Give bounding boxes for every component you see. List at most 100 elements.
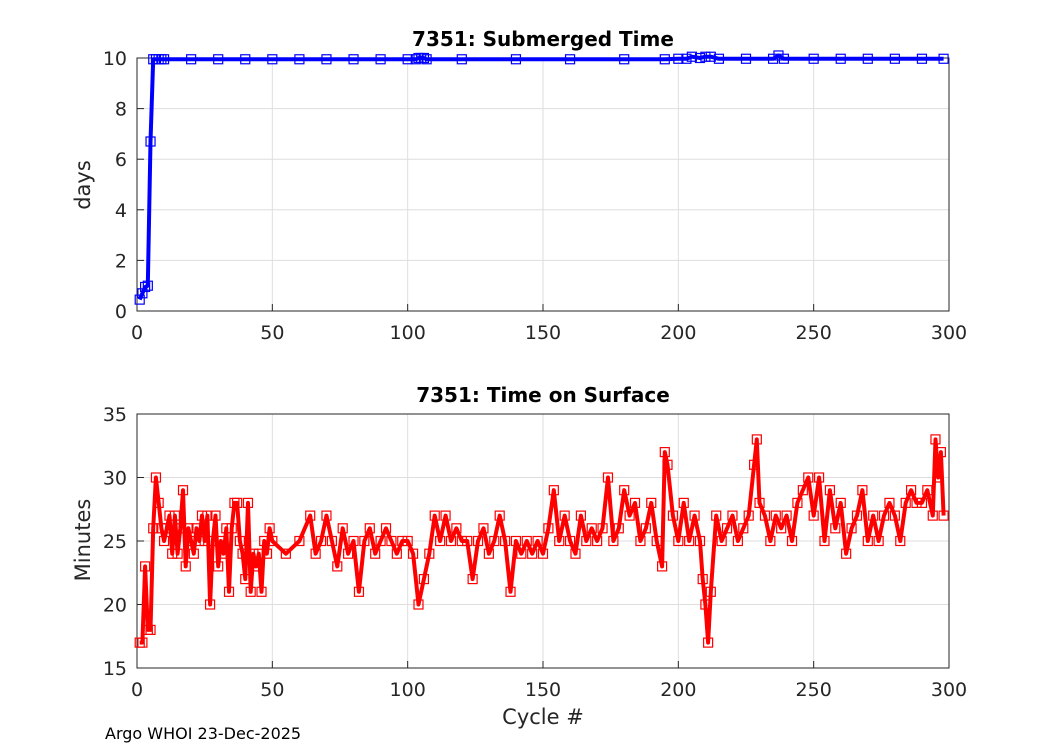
- data-point-marker: [164, 510, 175, 521]
- data-point-marker: [240, 573, 251, 585]
- data-point-marker: [280, 548, 291, 559]
- data-point-marker: [543, 523, 554, 534]
- data-point-marker: [237, 548, 248, 559]
- data-point-marker: [830, 523, 841, 534]
- data-point-marker: [646, 497, 657, 508]
- y-tick-label: 2: [115, 250, 127, 272]
- x-tick-label: 0: [131, 322, 143, 344]
- data-point-marker: [938, 510, 949, 521]
- data-point-marker: [137, 288, 148, 299]
- data-point-marker: [656, 561, 668, 572]
- data-point-marker: [256, 586, 267, 597]
- data-point-marker: [673, 535, 684, 547]
- x-tick-label: 100: [390, 679, 426, 701]
- data-point-marker: [819, 535, 830, 547]
- data-point-marker: [586, 523, 597, 534]
- data-point-marker: [619, 485, 630, 496]
- data-point-marker: [813, 472, 825, 483]
- data-point-marker: [619, 54, 630, 65]
- x-tick-label: 50: [260, 322, 284, 344]
- data-point-marker: [721, 523, 733, 534]
- data-point-marker: [754, 497, 765, 508]
- data-point-marker: [694, 52, 706, 64]
- data-point-marker: [332, 561, 343, 572]
- data-point-marker: [778, 53, 789, 64]
- data-point-marker: [889, 53, 900, 64]
- x-tick-label: 0: [131, 679, 143, 701]
- footer-credit: Argo WHOI 23-Dec-2025: [105, 724, 302, 743]
- time-on-surface-chart: 7351: Time on Surface Minutes Cycle # 0 5…: [71, 383, 967, 729]
- data-point-marker: [321, 510, 332, 521]
- y-tick-label: 25: [103, 531, 127, 553]
- data-point-marker: [410, 54, 421, 65]
- data-point-marker: [167, 548, 178, 559]
- data-point-marker: [835, 53, 846, 64]
- data-point-marker: [613, 523, 624, 534]
- data-point-marker: [516, 548, 527, 559]
- data-point-marker: [215, 535, 227, 547]
- data-point-marker: [435, 535, 446, 547]
- data-point-marker: [158, 535, 170, 547]
- data-point-marker: [294, 535, 305, 547]
- data-point-marker: [429, 510, 440, 521]
- data-point-marker: [169, 510, 180, 521]
- data-point-marker: [873, 535, 884, 547]
- data-point-marker: [554, 535, 565, 547]
- data-point-marker: [681, 53, 692, 64]
- data-point-marker: [380, 523, 392, 534]
- data-point-marker: [204, 599, 216, 610]
- data-point-marker: [472, 535, 484, 547]
- data-point-marker: [667, 510, 679, 521]
- data-point-marker: [759, 510, 771, 521]
- data-point-marker: [608, 535, 619, 547]
- data-point-marker: [424, 548, 435, 559]
- data-point-marker: [364, 523, 375, 534]
- data-point-marker: [711, 510, 722, 521]
- data-point-marker: [267, 54, 278, 65]
- data-point-marker: [575, 510, 586, 521]
- x-tick-label: 200: [660, 679, 696, 701]
- grid: [136, 413, 950, 669]
- y-tick-label: 30: [103, 468, 127, 490]
- data-point-marker: [315, 535, 327, 547]
- data-point-marker: [797, 485, 808, 496]
- data-point-marker: [922, 485, 933, 496]
- data-point-marker: [678, 497, 689, 508]
- data-point-marker: [878, 510, 890, 521]
- data-point-marker: [253, 548, 264, 559]
- data-point-marker: [527, 548, 538, 559]
- data-point-marker: [150, 472, 162, 483]
- axes-frame: [136, 413, 950, 669]
- data-point-marker: [261, 548, 273, 559]
- x-tick-label: 150: [525, 322, 561, 344]
- data-point-marker: [570, 548, 581, 559]
- data-point-marker: [713, 53, 725, 64]
- data-point-marker: [248, 548, 259, 559]
- data-point-marker: [916, 53, 928, 64]
- data-point-marker: [938, 53, 949, 64]
- data-point-marker: [134, 294, 145, 305]
- data-point-marker: [732, 535, 743, 547]
- data-point-marker: [375, 535, 386, 547]
- data-point-marker: [659, 447, 670, 458]
- data-point-marker: [202, 510, 213, 521]
- data-point-marker: [242, 497, 254, 508]
- data-point-marker: [418, 573, 430, 585]
- data-point-marker: [142, 280, 153, 291]
- data-point-marker: [738, 523, 749, 534]
- x-tick-label: 250: [796, 679, 832, 701]
- data-point-marker: [199, 535, 210, 547]
- data-point-marker: [218, 548, 229, 559]
- data-point-marker: [264, 523, 275, 534]
- data-point-marker: [602, 472, 614, 483]
- chart-title: 7351: Time on Surface: [416, 383, 670, 407]
- data-point-marker: [259, 535, 270, 547]
- data-point-marker: [213, 54, 224, 65]
- data-point-marker: [700, 51, 711, 62]
- data-point-marker: [402, 535, 413, 547]
- data-point-marker: [226, 523, 237, 534]
- data-point-marker: [232, 497, 243, 508]
- data-point-marker: [889, 510, 900, 521]
- data-point-marker: [770, 510, 781, 521]
- data-point-marker: [564, 54, 576, 65]
